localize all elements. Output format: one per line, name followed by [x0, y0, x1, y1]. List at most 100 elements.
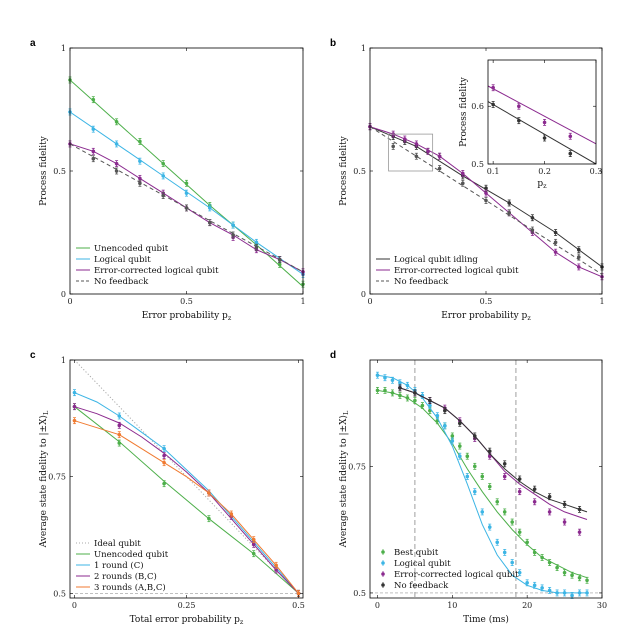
data-point	[405, 383, 410, 388]
data-point	[184, 206, 189, 210]
panel-b: b 0 0.5 1 0 0.5 1 Error probability pz Process f…	[330, 38, 605, 322]
legend-entry: No feedback	[394, 277, 449, 287]
legend-marker	[381, 561, 385, 565]
panel-label: a	[30, 38, 36, 49]
data-point	[517, 530, 522, 534]
data-point	[491, 102, 495, 107]
series-line-3	[74, 406, 299, 594]
data-point	[450, 439, 455, 443]
data-point	[274, 568, 278, 572]
legend-marker	[381, 572, 385, 576]
legend-marker	[381, 550, 385, 554]
x-axis-label: Error probability pz	[142, 311, 232, 322]
data-point	[577, 530, 582, 534]
data-point	[91, 127, 96, 131]
series-line-0	[488, 101, 596, 164]
data-point	[162, 453, 166, 458]
data-point	[383, 375, 387, 380]
x-tick-label: 0	[375, 601, 380, 610]
data-point	[162, 446, 166, 451]
data-point	[532, 583, 537, 588]
data-point	[540, 555, 544, 560]
data-point	[391, 144, 396, 149]
data-point	[517, 489, 522, 494]
data-point	[553, 250, 558, 254]
data-point	[555, 565, 559, 570]
data-point	[502, 462, 507, 466]
data-point	[487, 484, 492, 489]
data-point	[484, 198, 488, 203]
legend-marker	[381, 583, 385, 587]
y-tick-label: 0.75	[48, 473, 66, 482]
data-point	[495, 540, 500, 545]
data-point	[91, 97, 96, 102]
data-point	[461, 181, 465, 186]
data-point	[532, 550, 537, 555]
x-axis-label: Time (ms)	[463, 614, 509, 625]
data-point	[420, 403, 425, 408]
data-point	[568, 151, 573, 156]
legend-entry: Error-corrected logical qubit	[394, 570, 519, 580]
inset-plot: 0.1 0.2 0.3 0.5 0.6 pz Process fidelity	[459, 59, 602, 190]
data-point	[443, 408, 447, 413]
y-tick-label: 0.5	[353, 167, 366, 176]
data-point	[375, 388, 380, 393]
data-point	[428, 403, 432, 408]
data-point	[517, 104, 521, 109]
data-point	[547, 588, 552, 593]
data-point	[414, 142, 419, 146]
data-point	[458, 454, 462, 459]
data-point	[426, 149, 430, 154]
y-tick-label: 1	[61, 356, 66, 365]
data-point	[530, 228, 535, 232]
x-tick-label: 0	[67, 297, 72, 306]
y-tick-label: 0.6	[471, 102, 484, 111]
data-point	[472, 464, 477, 469]
data-point	[480, 510, 485, 514]
data-point	[398, 393, 402, 398]
data-point	[231, 233, 235, 237]
legend-entry: Logical qubit idling	[394, 255, 478, 265]
data-point	[507, 201, 512, 205]
data-point	[437, 166, 442, 171]
data-point	[161, 174, 165, 178]
data-point	[138, 181, 142, 186]
data-point	[251, 537, 256, 542]
x-tick-label: 10	[447, 601, 457, 610]
data-point	[184, 181, 189, 186]
data-point	[254, 240, 259, 245]
x-tick-label: 1	[599, 297, 604, 306]
data-point	[251, 551, 256, 556]
data-point	[229, 512, 234, 516]
data-point	[577, 265, 581, 269]
x-tick-label: 1	[300, 297, 305, 306]
data-point	[72, 390, 77, 395]
data-point	[72, 418, 77, 423]
data-point	[472, 434, 477, 438]
data-point	[542, 120, 547, 125]
data-point	[277, 257, 282, 262]
data-point	[461, 171, 465, 176]
data-point	[562, 502, 567, 507]
panel-d: d 0 10 20 30 0.5 0.75 Time (ms) Average state fi…	[330, 350, 607, 625]
legend-entry: Error-corrected logical qubit	[394, 266, 519, 276]
data-point	[507, 211, 512, 215]
data-point	[480, 474, 485, 479]
inset-bg	[488, 60, 596, 164]
data-point	[117, 423, 122, 428]
data-point	[72, 404, 77, 409]
data-point	[517, 118, 521, 123]
legend-entry: 1 round (C)	[94, 560, 144, 571]
data-point	[138, 176, 142, 181]
x-tick-label: 0.25	[178, 601, 196, 610]
data-point	[517, 477, 522, 481]
series-line-2	[370, 126, 602, 275]
data-point	[502, 474, 507, 479]
data-point	[484, 191, 488, 195]
data-point	[562, 591, 567, 595]
data-point	[525, 540, 529, 545]
x-axis-label: Error probability pz	[441, 311, 531, 322]
data-point	[138, 139, 142, 144]
data-point	[525, 581, 529, 585]
